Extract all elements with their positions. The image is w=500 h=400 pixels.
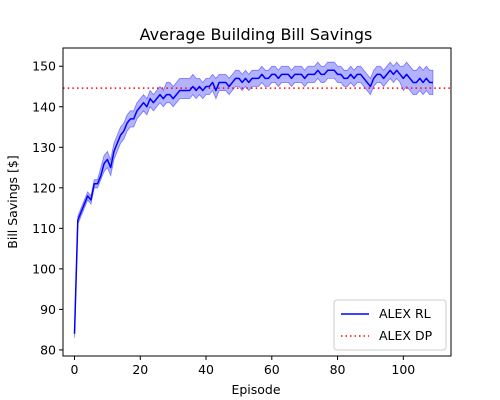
alex-rl-confidence-band xyxy=(74,61,434,338)
alex-rl-series-line xyxy=(73,69,433,334)
legend: ALEX RL ALEX DP xyxy=(333,299,447,351)
chart-title: Average Building Bill Savings xyxy=(140,25,373,44)
y-tick-label: 130 xyxy=(32,140,56,155)
y-axis-label: Bill Savings [$] xyxy=(5,155,20,248)
axes: 0 20 40 60 80 100 80 90 100 110 120 130 140 150 xyxy=(32,47,452,377)
y-tick-label: 100 xyxy=(32,261,56,276)
y-tick-label: 120 xyxy=(32,180,56,195)
x-tick-label: 100 xyxy=(391,362,415,377)
x-tick-label: 0 xyxy=(71,362,79,377)
legend-label-alex-rl: ALEX RL xyxy=(379,306,431,321)
x-axis-label: Episode xyxy=(231,382,280,397)
y-tick-label: 80 xyxy=(40,342,56,357)
y-tick-label: 110 xyxy=(32,221,56,236)
x-tick-label: 60 xyxy=(264,362,280,377)
x-tick-label: 40 xyxy=(198,362,214,377)
y-tick-label: 90 xyxy=(40,302,56,317)
y-tick-label: 150 xyxy=(32,59,56,74)
x-tick-label: 20 xyxy=(132,362,148,377)
plot-frame xyxy=(62,47,452,357)
x-tick-label: 80 xyxy=(330,362,346,377)
legend-label-alex-dp: ALEX DP xyxy=(379,328,433,343)
legend-box xyxy=(333,299,447,351)
plot-area xyxy=(63,61,451,338)
y-tick-label: 140 xyxy=(32,99,56,114)
